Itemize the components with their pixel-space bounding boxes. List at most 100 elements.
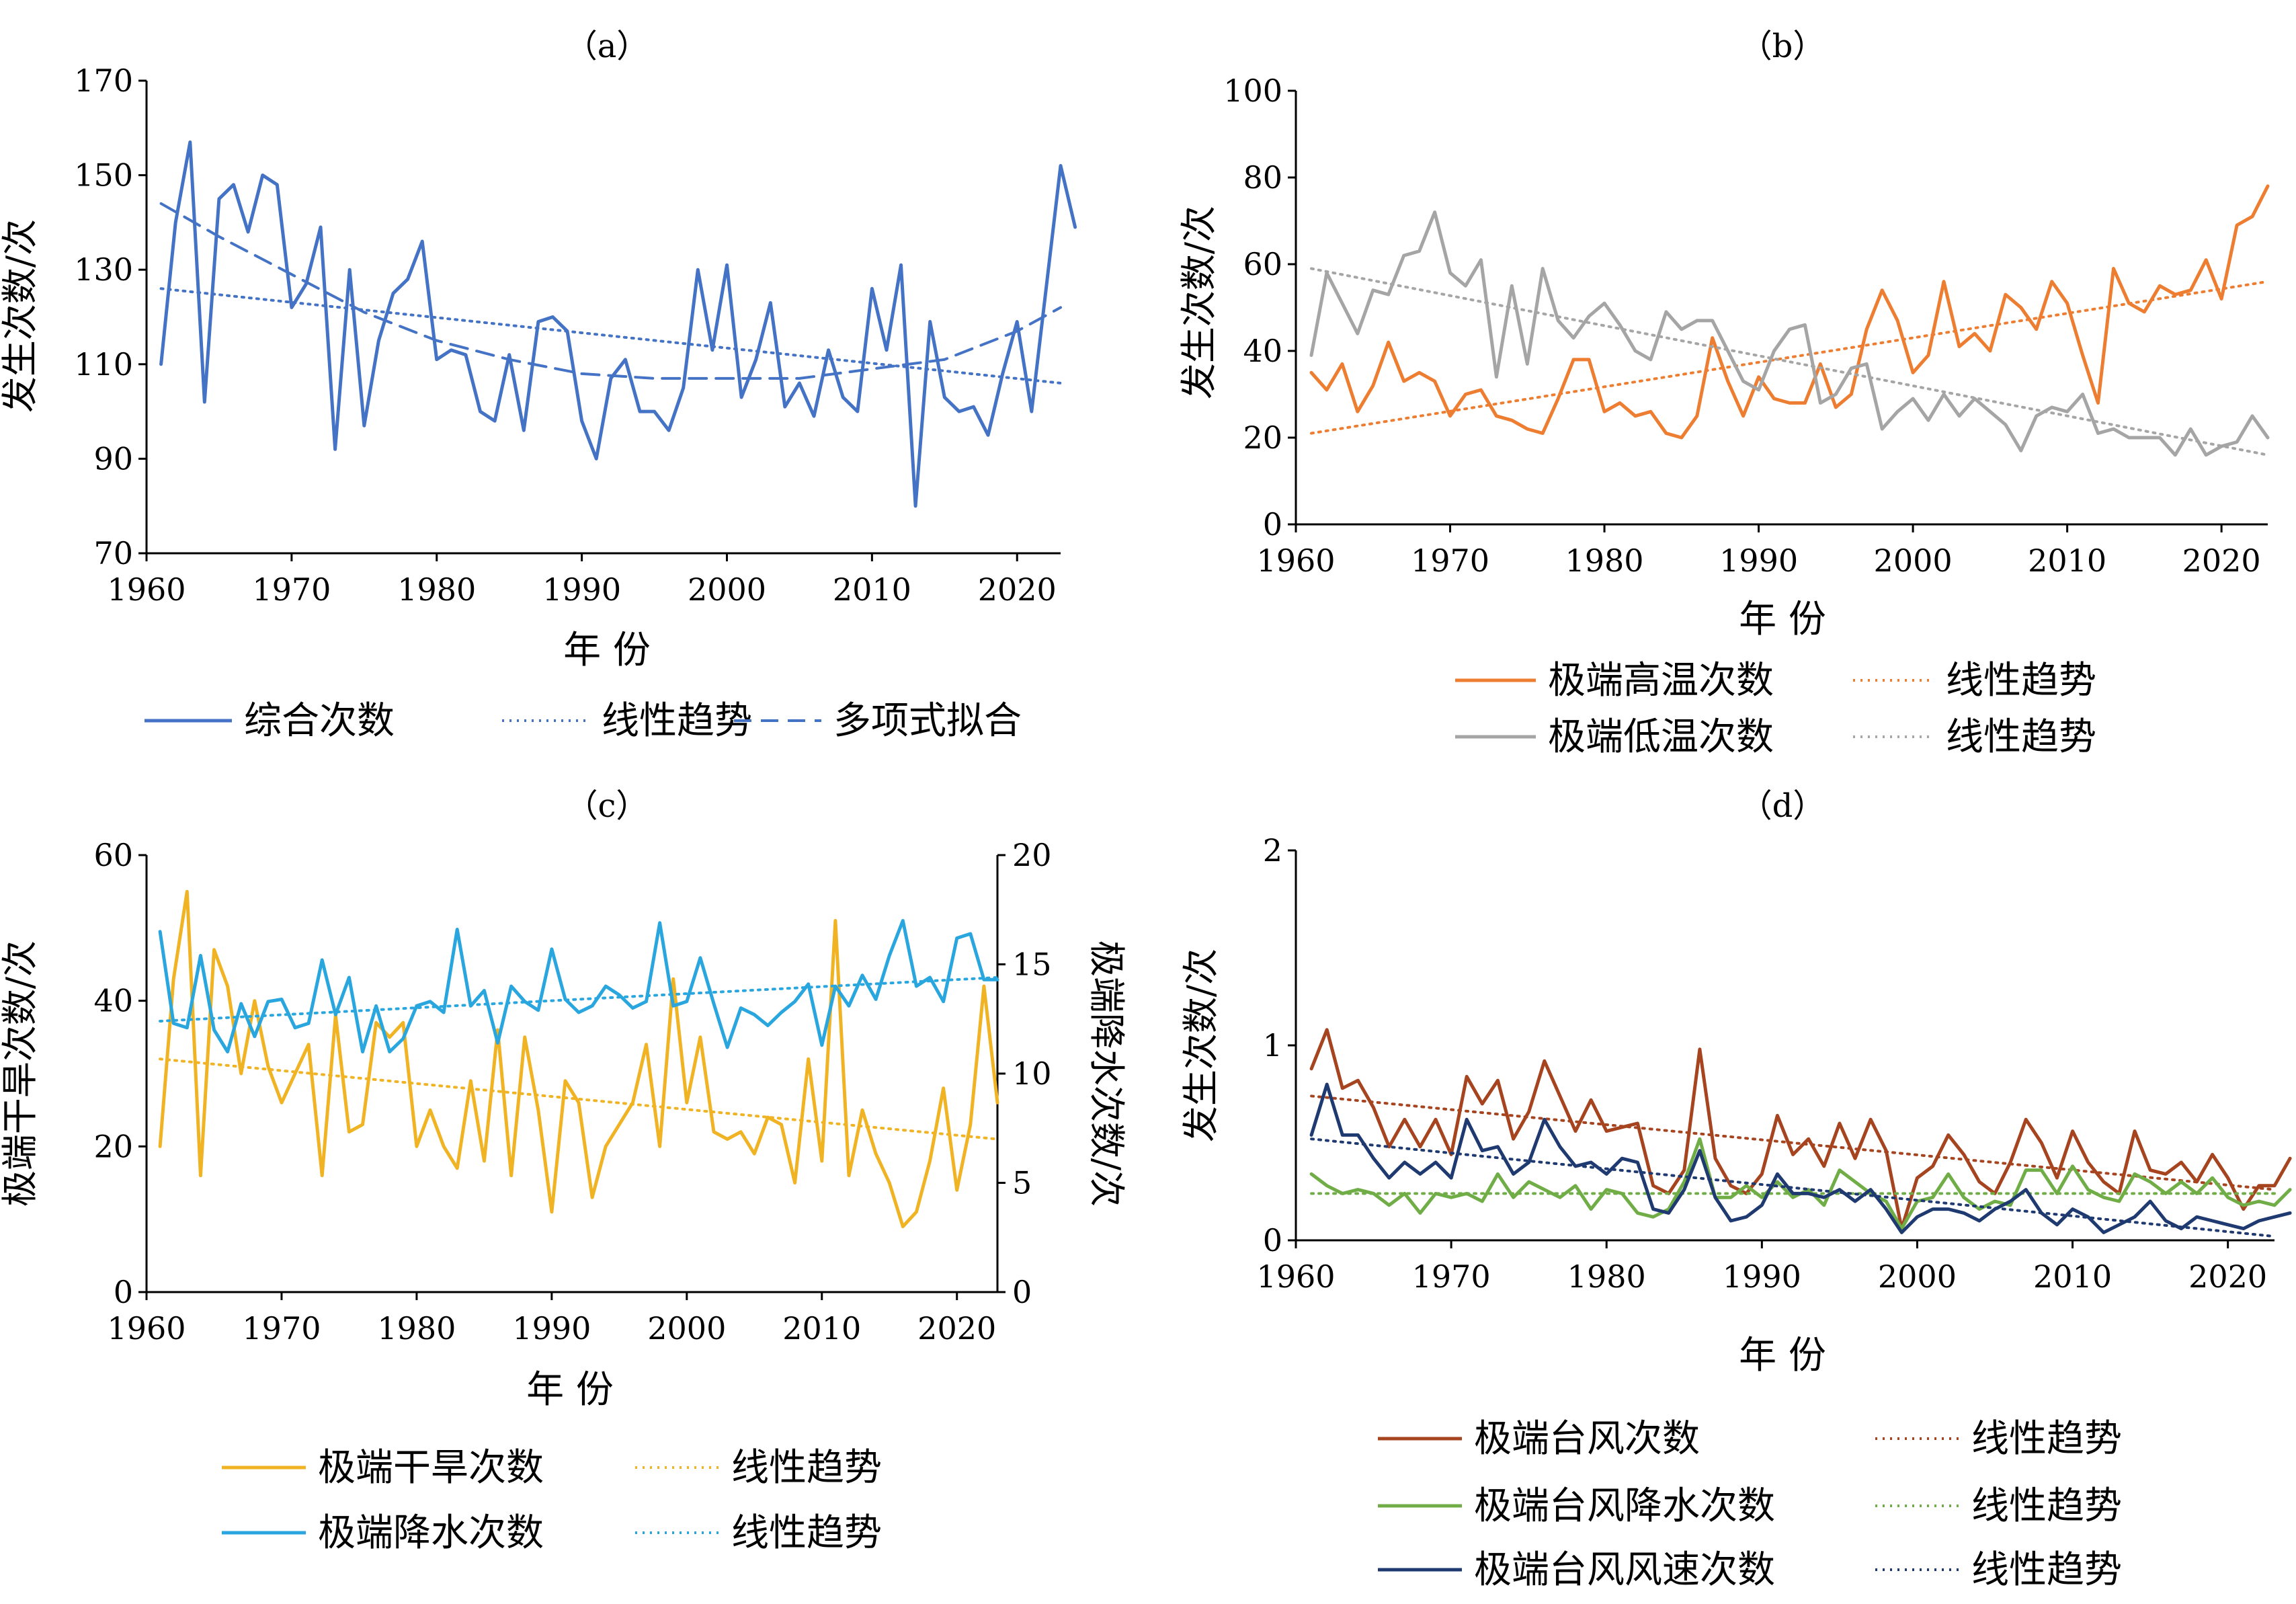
series-line-3 — [1309, 210, 2270, 457]
x-tick-label: 2010 — [2033, 1258, 2112, 1295]
x-tick-label: 1990 — [1723, 1258, 1801, 1295]
x-tick-label: 1990 — [542, 571, 621, 608]
x-tick-label: 1960 — [1256, 543, 1335, 579]
legend-label: 线性趋势 — [731, 1511, 882, 1555]
panel-label: （c） — [566, 787, 649, 825]
x-tick-label: 1980 — [377, 1310, 456, 1347]
x-tick-label: 1980 — [397, 571, 476, 608]
x-tick-label: 1970 — [1412, 1258, 1491, 1295]
x-axis-title: 年 份 — [526, 1368, 614, 1412]
legend-label: 线性趋势 — [1971, 1484, 2122, 1528]
x-axis-title: 年 份 — [1739, 1334, 1826, 1377]
y-tick-label: 80 — [1243, 159, 1282, 196]
y-tick-label: 40 — [93, 983, 133, 1019]
x-tick-label: 2020 — [917, 1310, 996, 1347]
series-line-4 — [159, 976, 999, 1022]
x-tick-label: 2000 — [647, 1310, 726, 1347]
x-axis-title: 年 份 — [563, 629, 651, 672]
series-line-2 — [1310, 1094, 2276, 1191]
x-tick-label: 2010 — [833, 571, 911, 608]
y-tick-label: 2 — [1263, 832, 1282, 869]
series-line-2 — [159, 287, 1062, 385]
series-line-6 — [1310, 1137, 2276, 1238]
chart-panel-b: （b） 0 20 40 60 80 100 1960 1970 1980 1990 2000 2010 2… — [1178, 28, 2270, 759]
y-tick-label: 170 — [74, 63, 133, 99]
legend-label: 线性趋势 — [602, 699, 752, 743]
x-tick-label: 2020 — [2188, 1258, 2267, 1295]
y2-tick-label: 10 — [1012, 1055, 1052, 1092]
legend-label: 多项式拟合 — [833, 699, 1022, 743]
legend-label: 极端低温次数 — [1548, 715, 1774, 759]
y2-tick-label: 5 — [1012, 1165, 1032, 1201]
x-tick-label: 1980 — [1565, 543, 1644, 579]
x-tick-label: 2000 — [688, 571, 766, 608]
y-tick-label: 110 — [74, 346, 133, 383]
legend-label: 线性趋势 — [731, 1446, 882, 1490]
series-line-1 — [159, 140, 1077, 508]
y-tick-label: 0 — [114, 1274, 133, 1310]
y-axis-title: 发生次数/次 — [1180, 949, 1222, 1142]
series-line-3 — [158, 919, 999, 1053]
y-tick-label: 0 — [1263, 506, 1282, 543]
y-tick-label: 70 — [93, 535, 133, 571]
x-tick-label: 1990 — [1719, 543, 1798, 579]
legend-label: 综合次数 — [244, 699, 395, 743]
legend-label: 极端台风降水次数 — [1474, 1484, 1775, 1528]
x-tick-label: 1990 — [512, 1310, 591, 1347]
x-tick-label: 1970 — [1411, 543, 1489, 579]
x-tick-label: 2000 — [1878, 1258, 1957, 1295]
x-tick-label: 1960 — [107, 571, 186, 608]
y2-axis-title: 极端降水次数/次 — [1085, 940, 1128, 1207]
x-tick-label: 2000 — [1874, 543, 1953, 579]
series-line-1 — [1309, 1028, 2292, 1231]
x-tick-label: 1960 — [1256, 1258, 1335, 1295]
y-tick-label: 20 — [1243, 419, 1282, 456]
x-tick-label: 1970 — [252, 571, 331, 608]
panel-label: （b） — [1740, 28, 1826, 65]
y2-tick-label: 15 — [1012, 947, 1052, 983]
legend-label: 极端干旱次数 — [318, 1446, 544, 1490]
y2-tick-label: 0 — [1012, 1274, 1032, 1310]
legend-label: 线性趋势 — [1946, 715, 2096, 759]
x-axis-title: 年 份 — [1739, 598, 1826, 641]
series-line-2 — [159, 1057, 999, 1141]
y-tick-label: 90 — [93, 440, 133, 477]
y-tick-label: 130 — [74, 251, 133, 288]
series-line-4 — [1310, 267, 2269, 456]
series-line-3 — [159, 202, 1062, 380]
y-axis-title: 发生次数/次 — [0, 219, 41, 413]
x-tick-label: 2020 — [978, 571, 1057, 608]
series-line-1 — [158, 889, 999, 1228]
legend-label: 极端台风次数 — [1474, 1417, 1700, 1461]
legend-label: 极端降水次数 — [318, 1511, 544, 1555]
y-tick-label: 60 — [1243, 246, 1282, 282]
series-line-5 — [1309, 1082, 2292, 1234]
y-axis-title: 发生次数/次 — [1178, 206, 1220, 399]
x-tick-label: 2020 — [2182, 543, 2261, 579]
series-line-1 — [1309, 184, 2270, 440]
x-tick-label: 2010 — [782, 1310, 861, 1347]
y2-tick-label: 20 — [1012, 837, 1052, 873]
chart-panel-c: （c） 0 20 40 60 0 5 10 15 20 1960 1970 1980 1990 2000 20… — [0, 787, 1128, 1555]
legend-label: 线性趋势 — [1971, 1548, 2122, 1592]
x-tick-label: 1970 — [242, 1310, 321, 1347]
series-line-2 — [1310, 280, 2269, 435]
legend-label: 极端高温次数 — [1548, 659, 1774, 703]
x-tick-label: 1960 — [107, 1310, 186, 1347]
y-tick-label: 60 — [93, 837, 133, 873]
panel-label: （a） — [565, 28, 649, 65]
chart-panel-a: （a） 70 90 110 130 150 170 1960 1970 1980 1990 2000 2… — [0, 28, 1077, 743]
chart-panel-d: （d） 0 1 2 1960 1970 1980 1990 2000 2010 2020 发生次数/次… — [1180, 787, 2292, 1592]
y-tick-label: 0 — [1263, 1222, 1282, 1258]
y-tick-label: 1 — [1263, 1027, 1282, 1064]
x-tick-label: 2010 — [2028, 543, 2106, 579]
y-tick-label: 20 — [93, 1128, 133, 1164]
y-tick-label: 100 — [1223, 73, 1282, 109]
y-tick-label: 150 — [74, 157, 133, 194]
y-axis-title: 极端干旱次数/次 — [0, 940, 41, 1207]
legend-label: 极端台风风速次数 — [1474, 1548, 1775, 1592]
y-tick-label: 40 — [1243, 333, 1282, 369]
x-tick-label: 1980 — [1567, 1258, 1646, 1295]
panel-label: （d） — [1740, 787, 1826, 825]
